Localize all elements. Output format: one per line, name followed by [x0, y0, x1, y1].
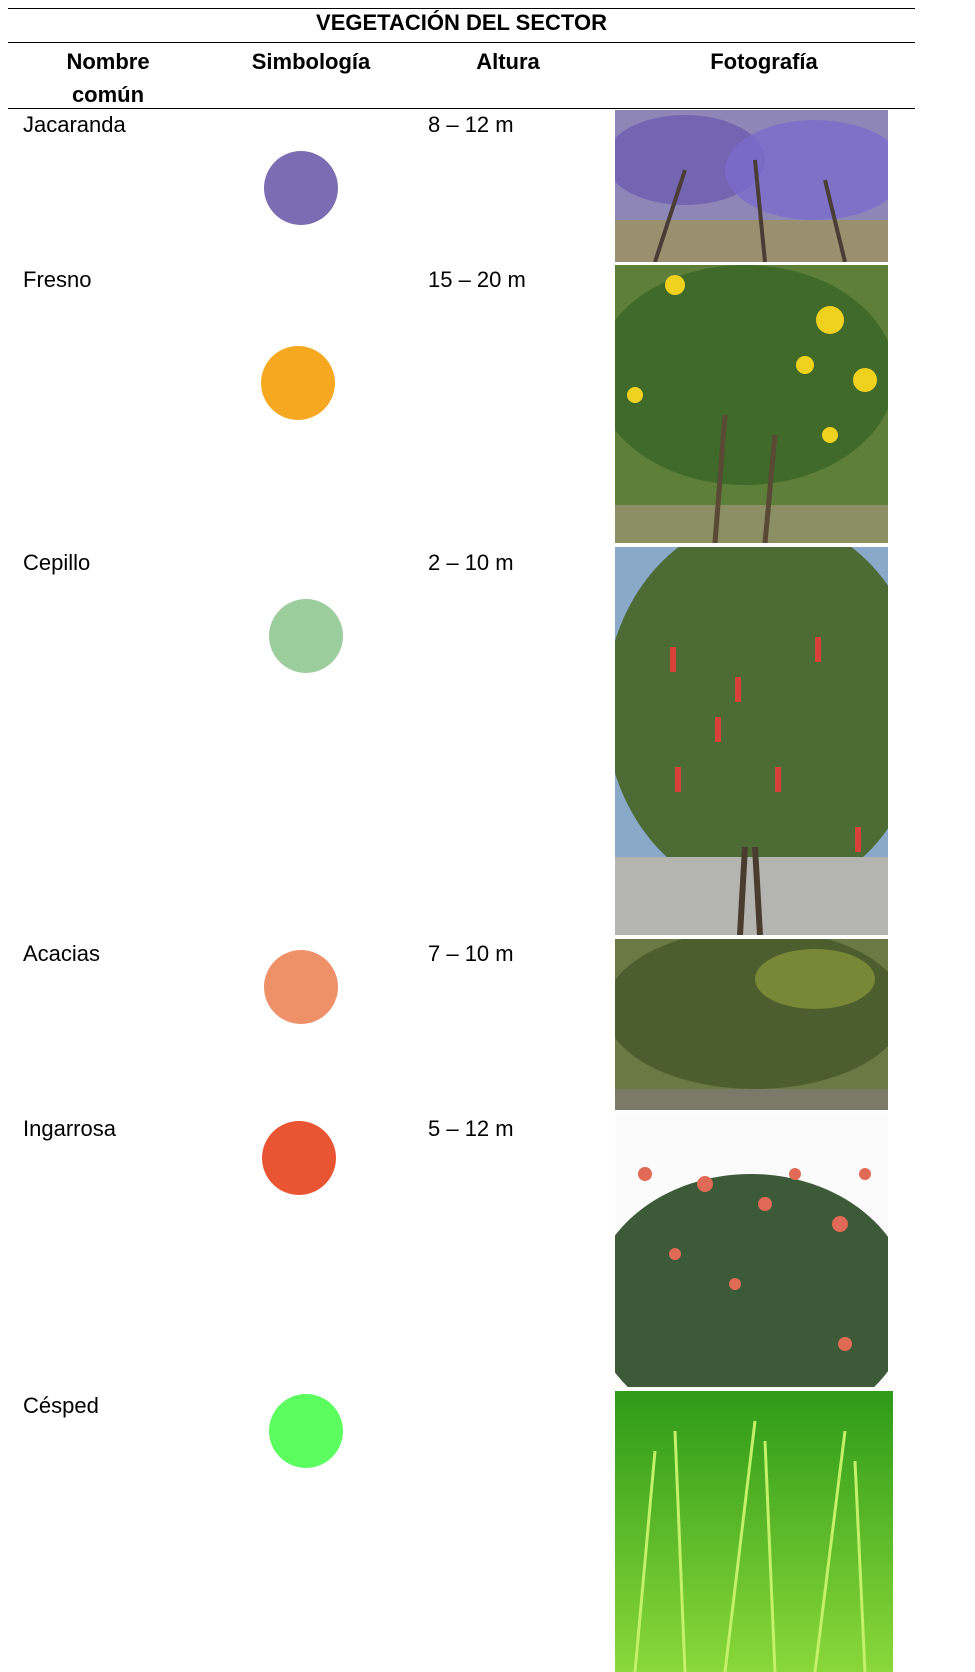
- page: VEGETACIÓN DEL SECTOR Nombre común Simbo…: [0, 0, 975, 1672]
- photo: [615, 939, 888, 1110]
- header: Simbología: [231, 45, 391, 78]
- symbol: [269, 599, 343, 673]
- plant-height: 8 – 12 m: [428, 112, 514, 138]
- header: Nombre común: [48, 45, 168, 111]
- table-title: VEGETACIÓN DEL SECTOR: [8, 10, 915, 36]
- photo: [615, 265, 888, 543]
- plant-height: 15 – 20 m: [428, 267, 526, 293]
- plant-name: Jacaranda: [23, 112, 126, 138]
- photo: [615, 547, 888, 935]
- plant-height: 2 – 10 m: [428, 550, 514, 576]
- rule: [8, 108, 915, 109]
- photo: [615, 1114, 888, 1387]
- symbol: [269, 1394, 343, 1468]
- header: Altura: [448, 45, 568, 78]
- rule: [8, 42, 915, 43]
- plant-height: 7 – 10 m: [428, 941, 514, 967]
- symbol: [261, 346, 335, 420]
- plant-name: Cepillo: [23, 550, 90, 576]
- symbol: [262, 1121, 336, 1195]
- photo: [615, 1391, 893, 1672]
- symbol: [264, 151, 338, 225]
- rule: [8, 8, 915, 9]
- photo: [615, 110, 888, 262]
- plant-name: Acacias: [23, 941, 100, 967]
- plant-height: 5 – 12 m: [428, 1116, 514, 1142]
- plant-name: Fresno: [23, 267, 91, 293]
- symbol: [264, 950, 338, 1024]
- header: Fotografía: [684, 45, 844, 78]
- plant-name: Césped: [23, 1393, 99, 1419]
- plant-name: Ingarrosa: [23, 1116, 116, 1142]
